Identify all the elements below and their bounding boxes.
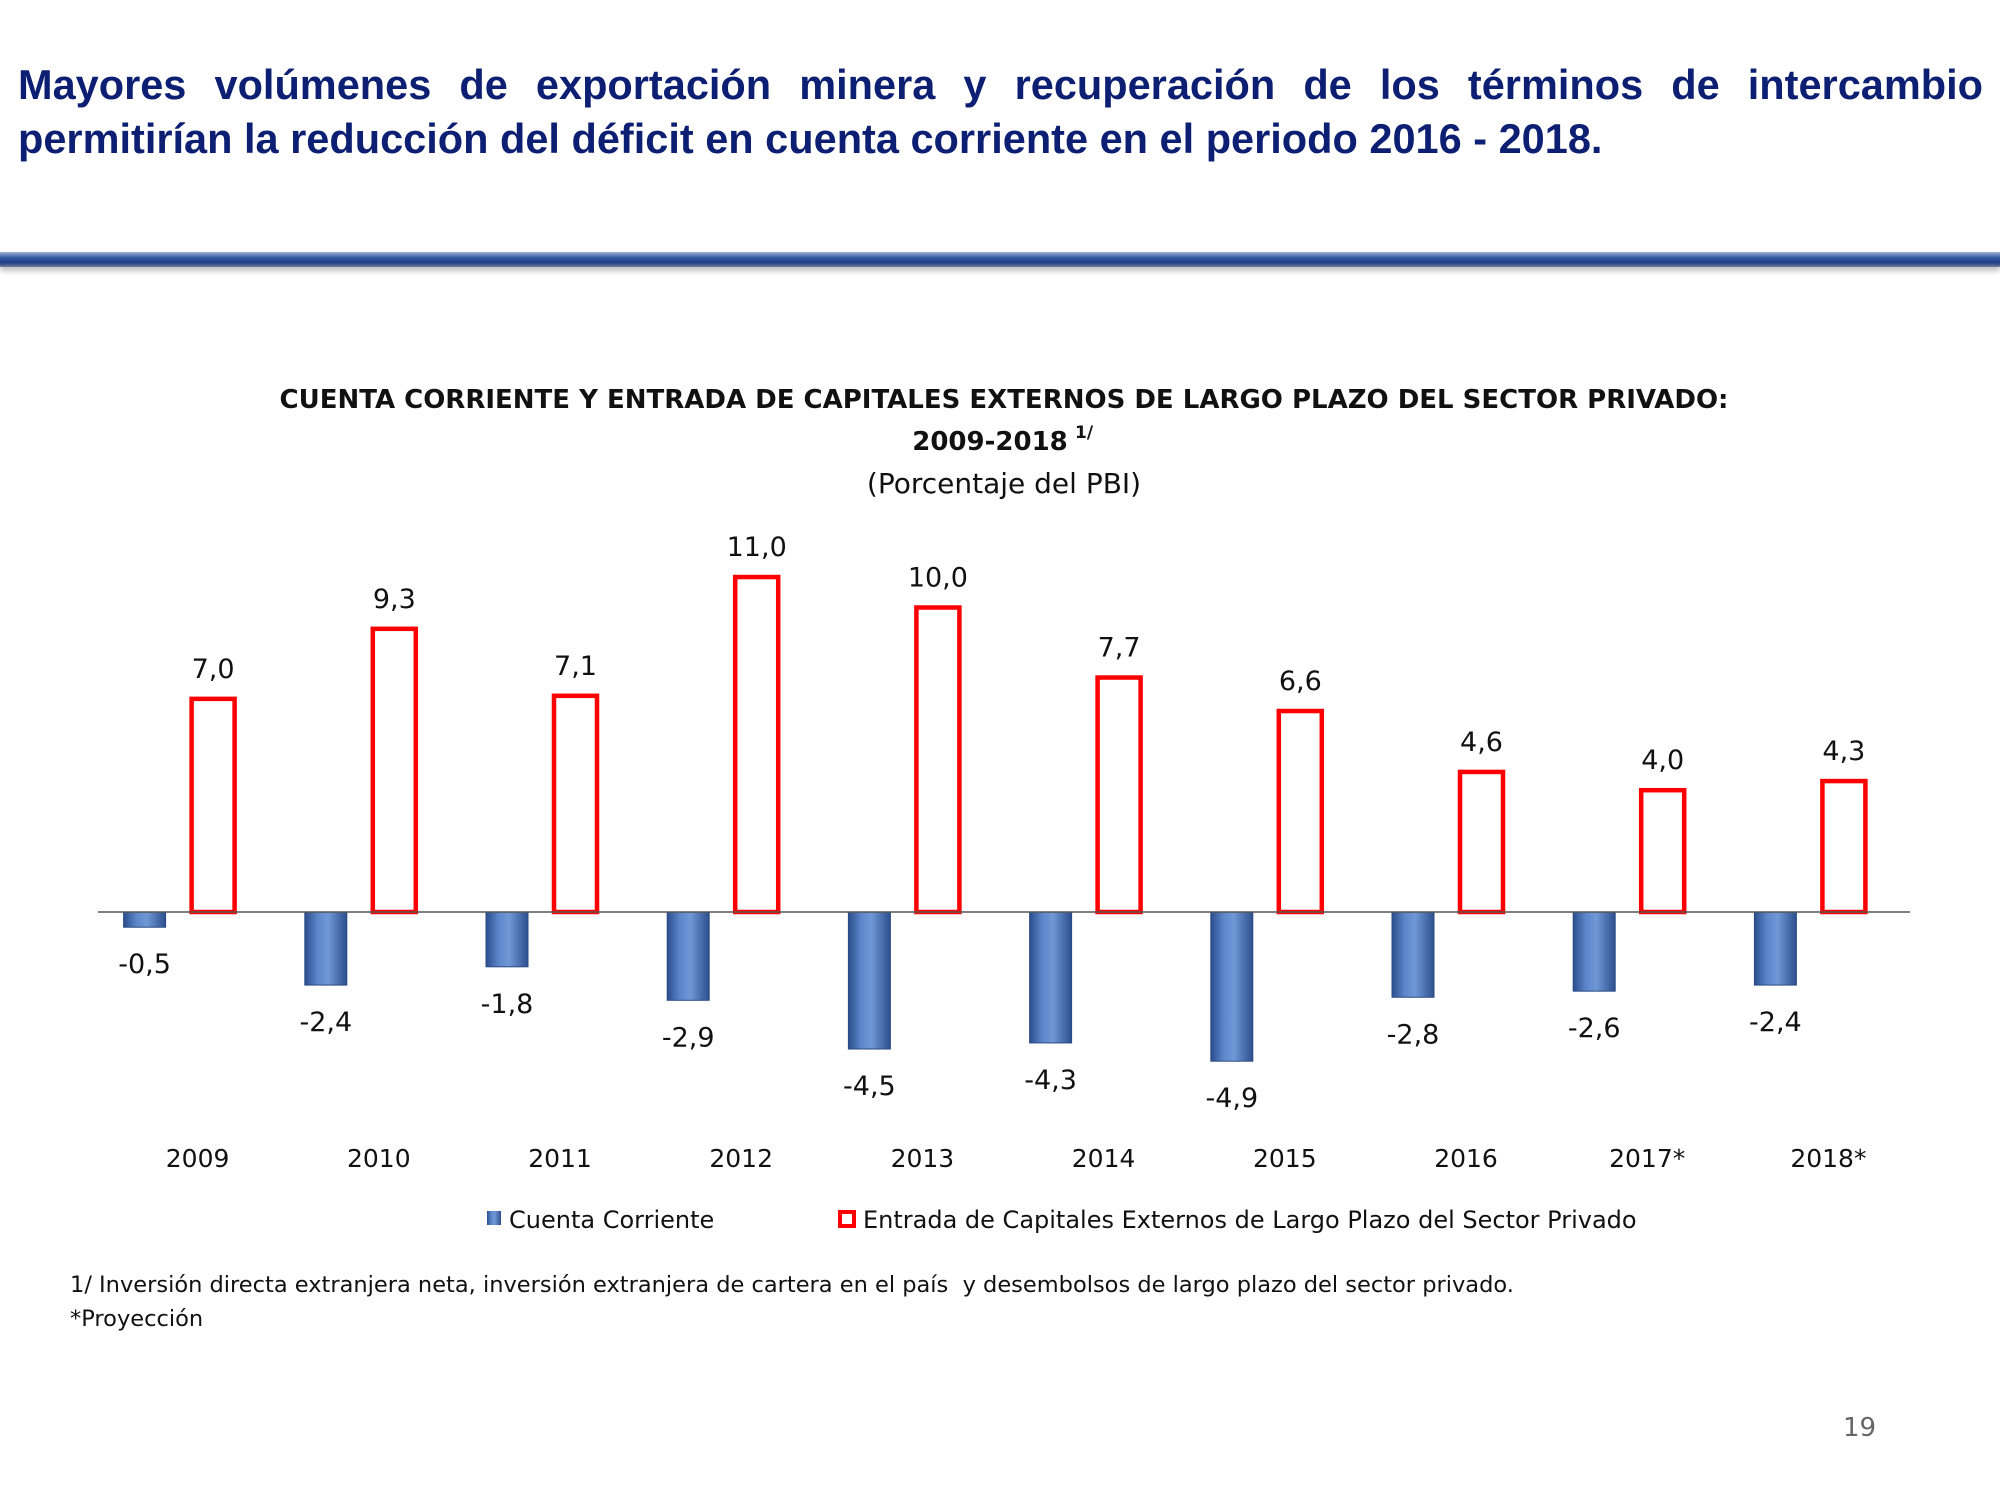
bar-cuenta-corriente-2017 (1572, 911, 1616, 992)
bar-entrada-capitales-2010 (370, 626, 419, 915)
footnotes: 1/ Inversión directa extranjera neta, in… (70, 1268, 1514, 1336)
label-entrada-capitales-2010: 9,3 (373, 584, 416, 615)
label-entrada-capitales-2015: 6,6 (1279, 666, 1322, 697)
slide-heading: Mayores volúmenes de exportación minera … (18, 58, 1983, 166)
label-entrada-capitales-2009: 7,0 (192, 654, 235, 685)
x-tick-2018: 2018* (1790, 1144, 1866, 1173)
legend-swatch-entrada-capitales (838, 1210, 856, 1228)
bar-entrada-capitales-2011 (551, 693, 600, 915)
bar-entrada-capitales-2015 (1276, 708, 1325, 915)
bar-entrada-capitales-2009 (189, 696, 237, 915)
footnote-2: *Proyección (70, 1306, 204, 1332)
label-cuenta-corriente-2017: -2,6 (1568, 1013, 1621, 1044)
label-cuenta-corriente-2009: -0,5 (118, 949, 171, 980)
label-entrada-capitales-2014: 7,7 (1098, 633, 1141, 664)
label-cuenta-corriente-2016: -2,8 (1387, 1019, 1440, 1050)
footnote-1: 1/ Inversión directa extranjera neta, in… (70, 1272, 1514, 1298)
x-tick-2011: 2011 (528, 1144, 592, 1173)
ticks-layer: 2009 2010 2011 2012 2013 2014 2015 2016 2017* 201… (166, 1144, 1867, 1173)
x-tick-2017: 2017* (1609, 1144, 1685, 1173)
label-entrada-capitales-2012: 11,0 (727, 532, 787, 563)
label-cuenta-corriente-2014: -4,3 (1024, 1065, 1077, 1096)
label-cuenta-corriente-2013: -4,5 (843, 1071, 896, 1102)
chart-title-line-1: CUENTA CORRIENTE Y ENTRADA DE CAPITALES … (280, 385, 1729, 415)
header-divider-bar (0, 252, 2000, 267)
bar-cuenta-corriente-2012 (666, 911, 710, 1001)
legend-label-cuenta-corriente: Cuenta Corriente (509, 1206, 714, 1234)
bar-cuenta-corriente-2009 (123, 911, 167, 928)
x-tick-2016: 2016 (1434, 1144, 1498, 1173)
bar-entrada-capitales-2018 (1820, 778, 1868, 915)
bar-entrada-capitales-2012 (732, 574, 781, 915)
x-tick-2009: 2009 (166, 1144, 230, 1173)
chart-title-superscript: 1/ (1075, 423, 1094, 443)
legend-label-entrada-capitales: Entrada de Capitales Externos de Largo P… (863, 1206, 1637, 1234)
label-entrada-capitales-2011: 7,1 (554, 651, 597, 682)
bar-cuenta-corriente-2010 (304, 911, 348, 986)
legend-swatch-cuenta-corriente (487, 1211, 501, 1225)
label-cuenta-corriente-2011: -1,8 (481, 989, 534, 1020)
label-entrada-capitales-2016: 4,6 (1460, 727, 1503, 758)
x-tick-2014: 2014 (1072, 1144, 1136, 1173)
bar-entrada-capitales-2014 (1095, 675, 1143, 915)
bar-cuenta-corriente-2013 (847, 911, 891, 1050)
bar-cuenta-corriente-2018 (1753, 911, 1797, 986)
legend: Cuenta Corriente Entrada de Capitales Ex… (487, 1206, 1637, 1234)
bar-cuenta-corriente-2016 (1391, 911, 1435, 998)
labels-layer: -0,5 7,0 -2,4 9,3 -1,8 7,1 -2,9 11,0 -4,5 10,0 -4,… (118, 532, 1865, 1114)
bar-entrada-capitales-2016 (1457, 769, 1506, 915)
label-cuenta-corriente-2018: -2,4 (1749, 1007, 1802, 1038)
x-tick-2013: 2013 (891, 1144, 955, 1173)
label-cuenta-corriente-2010: -2,4 (299, 1007, 352, 1038)
label-cuenta-corriente-2015: -4,9 (1205, 1083, 1258, 1114)
page-number: 19 (1843, 1413, 1877, 1443)
label-entrada-capitales-2017: 4,0 (1641, 745, 1684, 776)
bar-cuenta-corriente-2011 (485, 911, 529, 968)
x-tick-2015: 2015 (1253, 1144, 1317, 1173)
label-entrada-capitales-2018: 4,3 (1822, 736, 1865, 767)
chart-subtitle: (Porcentaje del PBI) (867, 467, 1141, 500)
x-tick-2010: 2010 (347, 1144, 411, 1173)
label-cuenta-corriente-2012: -2,9 (662, 1022, 715, 1053)
bar-entrada-capitales-2013 (914, 605, 962, 915)
heading-line-2: permitirían la reducción del déficit en … (18, 115, 1603, 162)
heading-line-1: Mayores volúmenes de exportación minera … (18, 61, 1983, 108)
chart-title-line-2: 2009-2018 (912, 427, 1068, 457)
bars-layer (123, 574, 1868, 1062)
label-entrada-capitales-2013: 10,0 (908, 563, 968, 594)
bar-cuenta-corriente-2015 (1210, 911, 1254, 1062)
bar-cuenta-corriente-2014 (1029, 911, 1073, 1044)
bar-entrada-capitales-2017 (1638, 787, 1687, 915)
x-tick-2012: 2012 (709, 1144, 773, 1173)
